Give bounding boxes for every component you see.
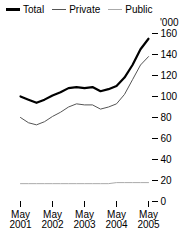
- svg-text:160: 160: [161, 28, 178, 39]
- svg-text:140: 140: [161, 49, 178, 60]
- svg-text:May2003: May2003: [73, 209, 96, 230]
- svg-text:80: 80: [161, 112, 173, 123]
- svg-text:May2001: May2001: [9, 209, 32, 230]
- html-text:Public: Public: [125, 3, 153, 15]
- html-text:Total: Total: [23, 3, 45, 15]
- svg-text:May2005: May2005: [137, 209, 160, 230]
- svg-text:120: 120: [161, 70, 178, 81]
- svg-text:60: 60: [161, 133, 173, 144]
- svg-text:'000: '000: [160, 17, 179, 28]
- svg-text:100: 100: [161, 91, 178, 102]
- svg-text:20: 20: [161, 175, 173, 186]
- html-text:Private: Private: [69, 3, 101, 15]
- svg-text:May2004: May2004: [105, 209, 128, 230]
- svg-text:May2002: May2002: [41, 209, 64, 230]
- svg-text:0: 0: [161, 196, 167, 207]
- svg-text:40: 40: [161, 154, 173, 165]
